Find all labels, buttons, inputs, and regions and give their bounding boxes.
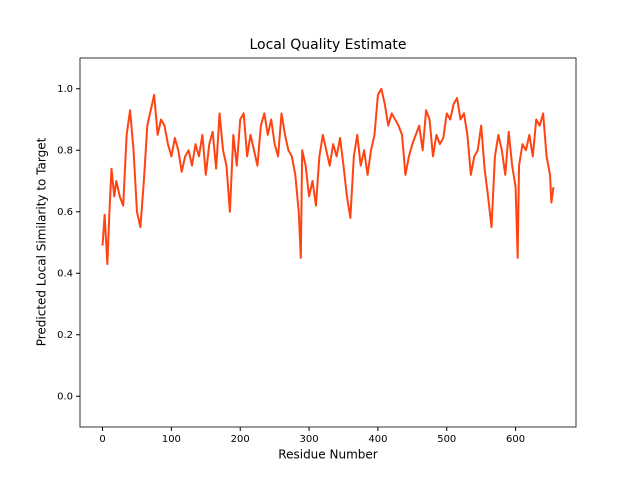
y-tick-label: 1.0 xyxy=(57,84,73,95)
x-tick-label: 600 xyxy=(506,434,525,445)
x-axis-label: Residue Number xyxy=(278,448,377,462)
y-tick-label: 0.2 xyxy=(57,330,73,341)
plot-frame xyxy=(79,57,577,428)
x-tick-label: 100 xyxy=(162,434,181,445)
x-tick-label: 500 xyxy=(437,434,456,445)
y-tick-label: 0.6 xyxy=(57,207,73,218)
x-tick-label: 0 xyxy=(99,434,105,445)
y-tick-label: 0.8 xyxy=(57,145,73,156)
y-tick-label: 0.0 xyxy=(57,391,73,402)
chart-title: Local Quality Estimate xyxy=(249,37,406,53)
line-series xyxy=(101,87,555,266)
y-axis-label: Predicted Local Similarity to Target xyxy=(35,137,49,346)
x-tick-label: 200 xyxy=(231,434,250,445)
x-tick-label: 400 xyxy=(368,434,387,445)
y-tick-label: 0.4 xyxy=(57,268,73,279)
x-tick-label: 300 xyxy=(300,434,319,445)
